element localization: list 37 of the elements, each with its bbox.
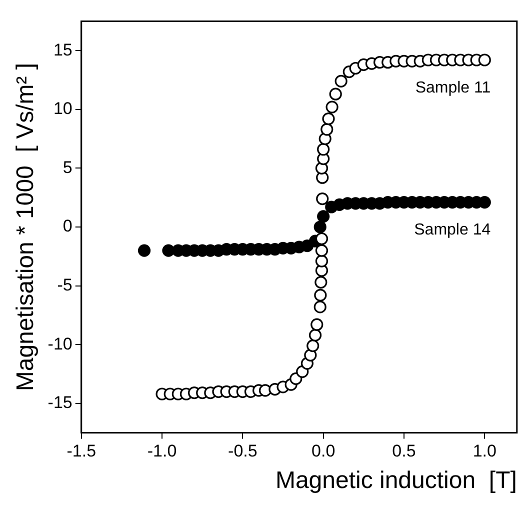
point — [478, 54, 491, 66]
point — [315, 254, 328, 268]
point — [310, 318, 324, 331]
y-tick-label: 0 — [62, 216, 72, 236]
point — [308, 328, 322, 342]
point — [306, 339, 320, 352]
point — [316, 192, 329, 206]
point — [317, 210, 330, 223]
y-axis-title: Magnetisation * 1000 [ Vs/m² ] — [12, 62, 40, 392]
y-tick-label: -15 — [48, 393, 72, 412]
point — [329, 88, 342, 100]
point — [314, 220, 326, 234]
point — [314, 288, 327, 302]
x-tick-label: -1.0 — [147, 442, 177, 461]
y-tick-label: 15 — [53, 40, 72, 60]
point — [138, 244, 151, 257]
point — [326, 100, 338, 114]
point — [315, 244, 328, 257]
y-tick-label: 10 — [53, 99, 72, 118]
series-label: Sample 11 — [415, 79, 491, 96]
series-label: Sample 14 — [414, 222, 491, 239]
x-tick-label: -1.5 — [66, 442, 96, 461]
point — [315, 232, 328, 246]
x-tick-label: -0.5 — [228, 442, 258, 461]
x-axis-title: Magnetic induction [T] — [275, 467, 517, 494]
y-tick-label: 5 — [62, 158, 72, 177]
point — [320, 123, 334, 136]
x-tick-label: 1.0 — [472, 442, 496, 461]
y-tick-label: -10 — [48, 334, 72, 354]
x-tick-label: 0.5 — [392, 442, 416, 461]
y-tick-label: -5 — [57, 275, 72, 294]
point — [314, 300, 326, 314]
point — [322, 112, 335, 126]
point — [317, 143, 330, 156]
point — [314, 276, 328, 289]
x-tick-label: 0.0 — [312, 442, 336, 461]
point — [334, 74, 348, 88]
